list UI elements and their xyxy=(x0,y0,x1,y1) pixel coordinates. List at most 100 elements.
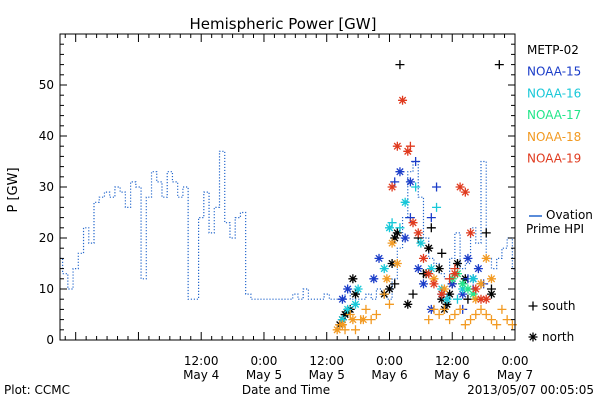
north-point xyxy=(442,299,452,309)
north-point xyxy=(358,315,368,325)
north-point xyxy=(424,243,434,253)
north-point xyxy=(455,182,465,192)
north-point xyxy=(458,284,468,294)
marker-legend-south: south xyxy=(542,299,576,313)
north-point xyxy=(374,253,384,263)
north-point xyxy=(481,253,491,263)
south-point xyxy=(463,294,473,304)
north-point xyxy=(392,259,402,268)
north-point xyxy=(392,141,402,151)
south-point xyxy=(432,202,442,212)
north-point xyxy=(429,274,439,284)
north-point xyxy=(437,289,447,299)
y-tick-label: 30 xyxy=(39,180,54,194)
north-point xyxy=(437,294,447,304)
north-point xyxy=(458,289,468,299)
north-point xyxy=(476,279,486,289)
north-point xyxy=(416,238,426,248)
x-tick-label-date: May 5 xyxy=(246,368,282,382)
legend: METP-02 NOAA-15 NOAA-16 NOAA-17 NOAA-18 NOAA-… xyxy=(527,43,581,344)
y-tick-label: 10 xyxy=(39,282,54,296)
north-point xyxy=(452,259,462,268)
north-point xyxy=(387,238,397,248)
south-point xyxy=(432,182,442,192)
north-point xyxy=(392,228,402,238)
x-tick-label-date: May 6 xyxy=(371,368,407,382)
x-tick-label-time: 0:00 xyxy=(250,354,277,368)
north-point xyxy=(382,274,392,284)
legend-entry-noaa-16: NOAA-16 xyxy=(527,86,581,100)
marker-legend-symbol xyxy=(528,301,538,311)
north-point xyxy=(476,294,486,304)
south-point xyxy=(476,304,486,314)
north-point xyxy=(424,269,434,279)
north-point xyxy=(350,299,360,309)
plot-credit: Plot: CCMC xyxy=(4,383,70,397)
north-point xyxy=(439,284,449,294)
north-point xyxy=(387,182,397,192)
north-point xyxy=(471,284,481,294)
south-point xyxy=(437,248,447,258)
north-point xyxy=(398,95,408,105)
south-point xyxy=(492,320,502,330)
south-point xyxy=(371,310,381,319)
north-point xyxy=(337,320,347,330)
north-point xyxy=(413,264,423,274)
north-point xyxy=(463,253,473,263)
legend-entry-noaa-18: NOAA-18 xyxy=(527,130,581,144)
x-tick-label-time: 12:00 xyxy=(435,354,470,368)
north-point xyxy=(400,197,410,207)
ovation-legend-label: Ovation Prime HPI xyxy=(526,208,597,236)
south-point xyxy=(350,325,360,335)
south-point xyxy=(426,223,436,233)
south-point xyxy=(424,315,434,325)
north-point xyxy=(486,274,496,284)
south-point xyxy=(486,315,496,325)
north-point xyxy=(426,264,436,274)
north-point xyxy=(353,284,363,294)
north-point xyxy=(369,274,379,284)
south-point xyxy=(361,304,371,314)
south-point xyxy=(411,182,421,192)
north-point xyxy=(337,294,347,304)
north-point xyxy=(473,264,483,274)
x-tick-label-date: May 7 xyxy=(497,368,533,382)
south-point xyxy=(434,310,444,319)
south-point xyxy=(450,310,460,319)
x-tick-label-date: May 6 xyxy=(434,368,470,382)
north-point xyxy=(390,233,400,243)
chart-title: Hemispheric Power [GW] xyxy=(190,15,377,33)
south-point xyxy=(502,315,512,325)
y-tick-label: 20 xyxy=(39,231,54,245)
ovation-legend-line-2: Prime HPI xyxy=(526,222,584,236)
north-point xyxy=(350,289,360,299)
south-point xyxy=(408,289,418,299)
north-point xyxy=(463,284,473,294)
series-layer xyxy=(60,60,517,335)
north-point xyxy=(486,289,496,299)
north-point xyxy=(468,274,478,284)
south-point xyxy=(460,320,470,330)
north-point xyxy=(384,223,394,233)
north-point xyxy=(413,228,423,238)
north-point xyxy=(429,279,439,289)
y-tick-label: 40 xyxy=(39,129,54,143)
north-point xyxy=(408,218,418,228)
north-point xyxy=(458,279,468,289)
south-point xyxy=(411,157,421,166)
south-point xyxy=(481,310,491,319)
legend-entry-metp-02: METP-02 xyxy=(527,43,579,57)
south-point xyxy=(395,60,405,70)
north-point xyxy=(337,315,347,325)
south-point xyxy=(471,310,481,319)
north-point xyxy=(348,274,358,284)
north-point xyxy=(348,315,358,325)
south-point xyxy=(452,294,462,304)
south-point xyxy=(366,315,376,325)
x-tick-label-date: May 4 xyxy=(183,368,219,382)
x-tick-label-time: 12:00 xyxy=(309,354,344,368)
south-point xyxy=(481,228,491,238)
ovation-line xyxy=(60,150,516,300)
